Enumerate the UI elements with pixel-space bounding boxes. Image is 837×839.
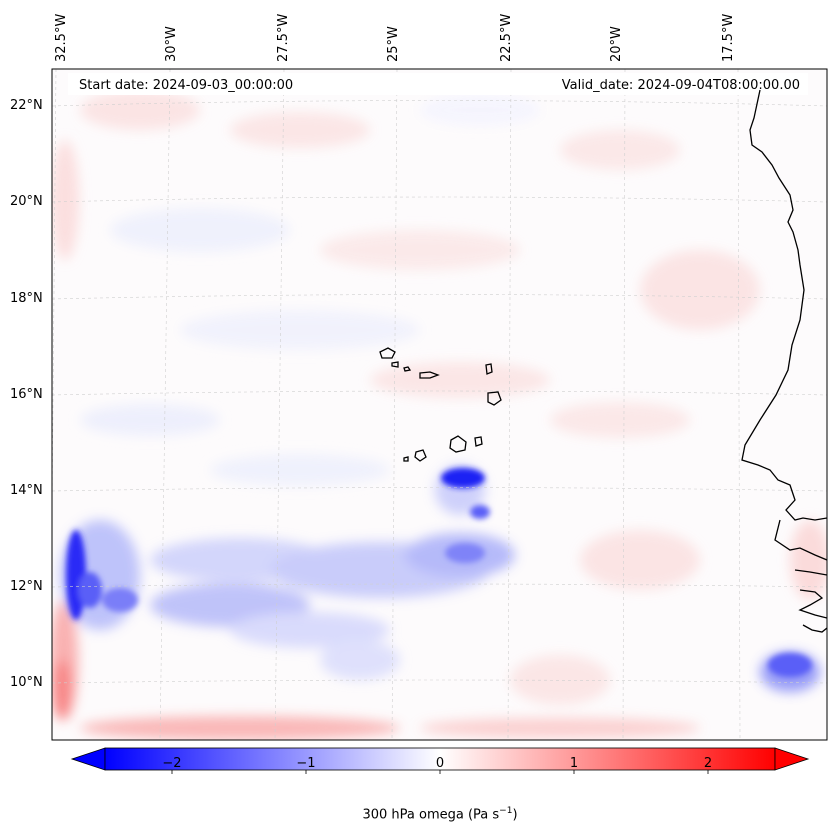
header-strip — [68, 73, 808, 95]
start-date-label: Start date: 2024-09-03_00:00:00 — [79, 78, 294, 93]
colorbar-label-end: ) — [512, 807, 518, 823]
valid-date-label: Valid_date: 2024-09-04T08:00:00.00 — [561, 78, 800, 93]
lon-label: 20°W — [609, 26, 624, 62]
lat-label: 12°N — [10, 579, 43, 594]
colorbar-tick-label: 2 — [703, 756, 713, 771]
colorbar-extend-min — [70, 747, 106, 771]
colorbar-tick-label: 1 — [569, 756, 579, 771]
gridlines — [52, 69, 827, 740]
lon-label: 27.5°W — [276, 13, 291, 62]
lat-label: 22°N — [10, 98, 43, 113]
colorbar — [70, 747, 810, 774]
map-frame — [51, 68, 828, 741]
omega-field — [52, 69, 827, 740]
coastlines — [379, 89, 827, 633]
colorbar-tick-label: −1 — [296, 756, 316, 771]
lon-label: 30°W — [164, 26, 179, 62]
lat-label: 14°N — [10, 483, 43, 498]
lon-label: 32.5°W — [54, 13, 69, 62]
lat-label: 16°N — [10, 387, 43, 402]
colorbar-extend-max — [774, 747, 810, 771]
lat-label: 10°N — [10, 675, 43, 690]
lat-label: 18°N — [10, 291, 43, 306]
lon-label: 22.5°W — [499, 13, 514, 62]
lon-label: 25°W — [386, 26, 401, 62]
colorbar-label: 300 hPa omega (Pa s−1) — [362, 806, 517, 822]
colorbar-tick-label: −2 — [162, 756, 182, 771]
colorbar-label-text: 300 hPa omega (Pa s — [362, 807, 500, 823]
colorbar-tick-label: 0 — [435, 756, 445, 771]
colorbar-label-exponent: −1 — [499, 806, 513, 816]
lat-label: 20°N — [10, 194, 43, 209]
lon-label: 17.5°W — [721, 13, 736, 62]
